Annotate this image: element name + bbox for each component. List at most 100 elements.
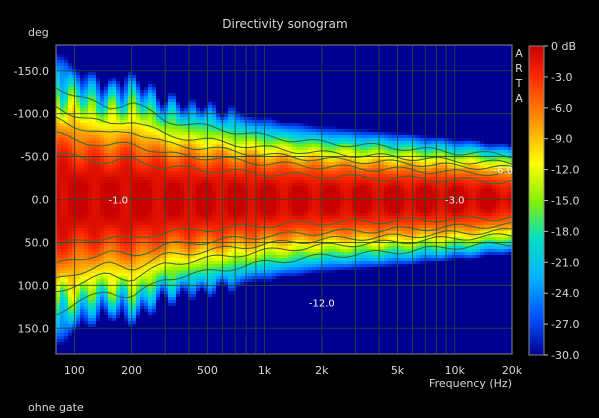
heatmap-cell — [152, 180, 157, 184]
heatmap-cell — [116, 102, 121, 106]
heatmap-cell — [224, 78, 229, 82]
heatmap-cell — [188, 189, 193, 193]
heatmap-cell — [96, 153, 101, 157]
heatmap-cell — [216, 309, 221, 313]
heatmap-cell — [204, 279, 209, 283]
heatmap-cell — [64, 234, 69, 238]
heatmap-cell — [92, 267, 97, 271]
heatmap-cell — [84, 63, 89, 67]
heatmap-cell — [100, 132, 105, 136]
heatmap-cell — [152, 171, 157, 175]
heatmap-cell — [124, 333, 129, 337]
heatmap-cell — [116, 207, 121, 211]
heatmap-cell — [80, 192, 85, 196]
heatmap-cell — [112, 246, 117, 250]
heatmap-cell — [68, 321, 73, 325]
heatmap-cell — [144, 129, 149, 133]
heatmap-cell — [156, 228, 161, 232]
heatmap-cell — [176, 285, 181, 289]
heatmap-cell — [248, 174, 253, 178]
heatmap-cell — [120, 72, 125, 76]
heatmap-cell — [104, 93, 109, 97]
heatmap-cell — [128, 264, 133, 268]
heatmap-cell — [56, 147, 61, 151]
heatmap-cell — [88, 321, 93, 325]
heatmap-cell — [232, 351, 237, 355]
heatmap-cell — [68, 159, 73, 163]
heatmap-cell — [104, 57, 109, 61]
heatmap-cell — [152, 273, 157, 277]
heatmap-cell — [148, 330, 153, 334]
heatmap-cell — [176, 207, 181, 211]
heatmap-cell — [236, 276, 241, 280]
heatmap-cell — [144, 240, 149, 244]
heatmap-cell — [232, 102, 237, 106]
heatmap-cell — [68, 108, 73, 112]
heatmap-cell — [216, 237, 221, 241]
heatmap-cell — [232, 309, 237, 313]
heatmap-cell — [88, 306, 93, 310]
heatmap-cell — [132, 342, 137, 346]
heatmap-cell — [100, 303, 105, 307]
heatmap-cell — [124, 240, 129, 244]
heatmap-cell — [60, 183, 65, 187]
heatmap-cell — [64, 252, 69, 256]
heatmap-cell — [176, 195, 181, 199]
heatmap-cell — [132, 54, 137, 58]
heatmap-cell — [100, 273, 105, 277]
heatmap-cell — [124, 60, 129, 64]
heatmap-cell — [180, 75, 185, 79]
heatmap-cell — [60, 240, 65, 244]
heatmap-cell — [92, 126, 97, 130]
heatmap-cell — [60, 165, 65, 169]
heatmap-cell — [68, 276, 73, 280]
heatmap-cell — [96, 177, 101, 181]
heatmap-cell — [204, 327, 209, 331]
heatmap-cell — [224, 75, 229, 79]
heatmap-cell — [172, 138, 177, 142]
heatmap-cell — [136, 213, 141, 217]
heatmap-cell — [216, 180, 221, 184]
heatmap-cell — [152, 300, 157, 304]
heatmap-cell — [228, 180, 233, 184]
heatmap-cell — [120, 228, 125, 232]
heatmap-cell — [192, 48, 197, 52]
heatmap-cell — [116, 300, 121, 304]
heatmap-cell — [104, 210, 109, 214]
heatmap-cell — [56, 237, 61, 241]
heatmap-cell — [184, 114, 189, 118]
heatmap-cell — [112, 201, 117, 205]
heatmap-cell — [96, 255, 101, 259]
heatmap-cell — [156, 348, 161, 352]
heatmap-cell — [88, 297, 93, 301]
heatmap-cell — [168, 45, 173, 49]
heatmap-cell — [112, 162, 117, 166]
heatmap-cell — [204, 294, 209, 298]
heatmap-cell — [168, 105, 173, 109]
heatmap-cell — [136, 165, 141, 169]
heatmap-cell — [140, 300, 145, 304]
heatmap-cell — [100, 336, 105, 340]
heatmap-cell — [156, 138, 161, 142]
heatmap-cell — [240, 171, 245, 175]
heatmap-cell — [124, 345, 129, 349]
heatmap-cell — [180, 342, 185, 346]
heatmap-cell — [204, 234, 209, 238]
heatmap-cell — [160, 219, 165, 223]
heatmap-cell — [104, 264, 109, 268]
heatmap-cell — [188, 75, 193, 79]
heatmap-cell — [196, 345, 201, 349]
heatmap-cell — [228, 348, 233, 352]
heatmap-cell — [248, 51, 253, 55]
heatmap-cell — [104, 213, 109, 217]
heatmap-cell — [68, 243, 73, 247]
heatmap-cell — [132, 291, 137, 295]
heatmap-cell — [160, 330, 165, 334]
heatmap-cell — [164, 249, 169, 253]
heatmap-cell — [56, 72, 61, 76]
heatmap-cell — [192, 66, 197, 70]
heatmap-cell — [184, 168, 189, 172]
heatmap-cell — [232, 336, 237, 340]
heatmap-cell — [208, 51, 213, 55]
heatmap-cell — [112, 81, 117, 85]
